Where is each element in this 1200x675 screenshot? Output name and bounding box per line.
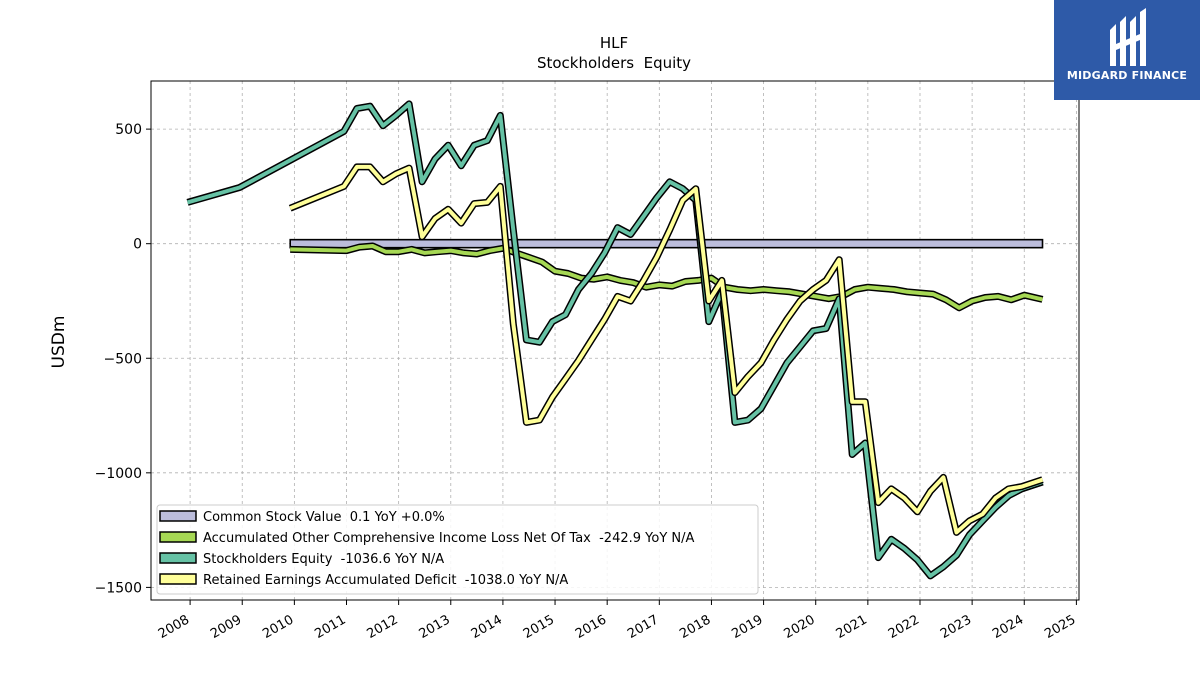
y-tick-label: 0 (133, 237, 142, 253)
chart-subtitle: Stockholders Equity (537, 54, 691, 72)
logo-text: MIDGARD FINANCE (1066, 69, 1188, 82)
y-axis-label: USDm (49, 316, 69, 369)
legend-swatch (159, 573, 197, 585)
x-tick-label: 2010 (260, 612, 296, 642)
legend-label: Accumulated Other Comprehensive Income L… (203, 531, 694, 546)
x-tick-label: 2017 (625, 612, 661, 642)
legend-label: Stockholders Equity -1036.6 YoY N/A (203, 552, 444, 567)
y-tick-label: 500 (115, 122, 142, 138)
legend-swatch (159, 510, 197, 522)
series-line (289, 164, 1044, 535)
series-group (186, 100, 1044, 580)
legend: Common Stock Value 0.1 YoY +0.0% Accumula… (156, 504, 759, 595)
x-tick-label: 2012 (364, 612, 400, 642)
logo-mark-icon (1110, 8, 1146, 66)
series-line-outline (288, 163, 1044, 536)
chart-title: HLF (600, 34, 628, 52)
x-tick-label: 2018 (677, 612, 713, 642)
legend-box (156, 504, 759, 595)
x-tick-label: 2011 (312, 612, 348, 642)
y-tick-label: −500 (104, 351, 142, 367)
series-line (186, 101, 1044, 578)
x-tick-label: 2023 (938, 612, 974, 642)
x-tick-label: 2014 (469, 612, 505, 642)
x-tick-label: 2024 (990, 612, 1026, 642)
series-line (290, 244, 1043, 310)
series-line-outline (290, 242, 1044, 312)
x-tick-label: 2022 (886, 612, 922, 642)
x-tick-label: 2021 (834, 612, 870, 642)
x-tick-label: 2019 (729, 612, 765, 642)
x-tick-label: 2013 (417, 612, 453, 642)
x-tick-label: 2008 (156, 612, 192, 642)
x-tick-label: 2025 (1042, 612, 1078, 642)
x-tick-label: 2009 (208, 612, 244, 642)
y-tick-label: −1000 (95, 466, 142, 482)
legend-swatch (159, 531, 197, 543)
x-tick-label: 2020 (782, 612, 818, 642)
legend-label: Retained Earnings Accumulated Deficit -1… (203, 573, 568, 588)
plot-frame (150, 80, 1080, 601)
legend-swatch (159, 552, 197, 564)
legend-label: Common Stock Value 0.1 YoY +0.0% (203, 510, 445, 525)
x-tick-label: 2016 (573, 612, 609, 642)
brand-logo: MIDGARD FINANCE (1054, 0, 1200, 100)
y-tick-label: −1500 (95, 580, 142, 596)
x-tick-label: 2015 (521, 612, 557, 642)
